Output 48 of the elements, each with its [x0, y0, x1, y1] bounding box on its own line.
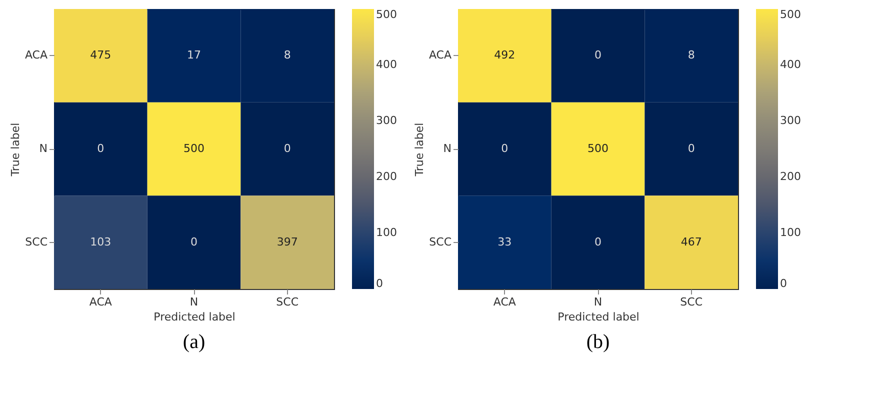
data-label: 0 — [501, 142, 508, 155]
color-bar-label: 200 — [780, 170, 801, 183]
data-label: 500 — [588, 142, 608, 155]
x-tick-label: N — [190, 296, 198, 308]
text: (b) — [586, 331, 610, 353]
data-label: 500 — [184, 142, 204, 155]
data-label: 0 — [594, 235, 602, 248]
data-label: 0 — [688, 142, 695, 155]
y-tick-label: ACA — [24, 48, 48, 62]
data-label: 8 — [688, 48, 695, 62]
text: (a) — [182, 331, 206, 353]
x-axis-title: Predicted label — [558, 310, 640, 324]
data-label: 33 — [498, 235, 512, 248]
y-tick-label: SCC — [25, 235, 48, 248]
x-tick-label: N — [594, 296, 602, 308]
color-bar-label: 100 — [780, 226, 801, 239]
x-tick-label: ACA — [493, 296, 516, 308]
data-label: 8 — [284, 48, 291, 62]
y-tick-label: ACA — [428, 48, 452, 62]
color-bar-label: 100 — [376, 226, 397, 239]
y-tick-label: N — [39, 142, 48, 155]
color-bar-label: 0 — [376, 277, 383, 290]
data-label: 467 — [680, 235, 702, 248]
data-label: 397 — [276, 235, 298, 248]
y-tick-label: N — [443, 142, 452, 155]
color-bar-label: 300 — [376, 114, 397, 127]
data-label: 0 — [284, 142, 291, 155]
color-bar-label: 300 — [780, 114, 801, 127]
color-bar-label: 500 — [780, 8, 801, 21]
color-bar-label: 400 — [780, 58, 801, 71]
data-label: 0 — [190, 235, 198, 248]
x-axis-title: Predicted label — [154, 310, 236, 324]
color-bar-label: 0 — [780, 277, 787, 290]
y-axis-title: True label — [412, 122, 426, 178]
color-bar-label: 400 — [376, 58, 397, 71]
data-label: 492 — [494, 48, 516, 62]
y-axis-title: True label — [8, 122, 22, 178]
data-label: 103 — [90, 235, 112, 248]
data-label: 0 — [594, 48, 602, 62]
x-tick-label: ACA — [89, 296, 112, 308]
y-tick-label: SCC — [429, 235, 452, 248]
color-bar-label: 500 — [376, 8, 397, 21]
data-label: 475 — [90, 48, 112, 62]
color-bar-label: 200 — [376, 170, 397, 183]
data-label: 17 — [187, 48, 201, 62]
x-tick-label: SCC — [276, 296, 299, 308]
data-label: 0 — [97, 142, 104, 155]
x-tick-label: SCC — [680, 296, 703, 308]
